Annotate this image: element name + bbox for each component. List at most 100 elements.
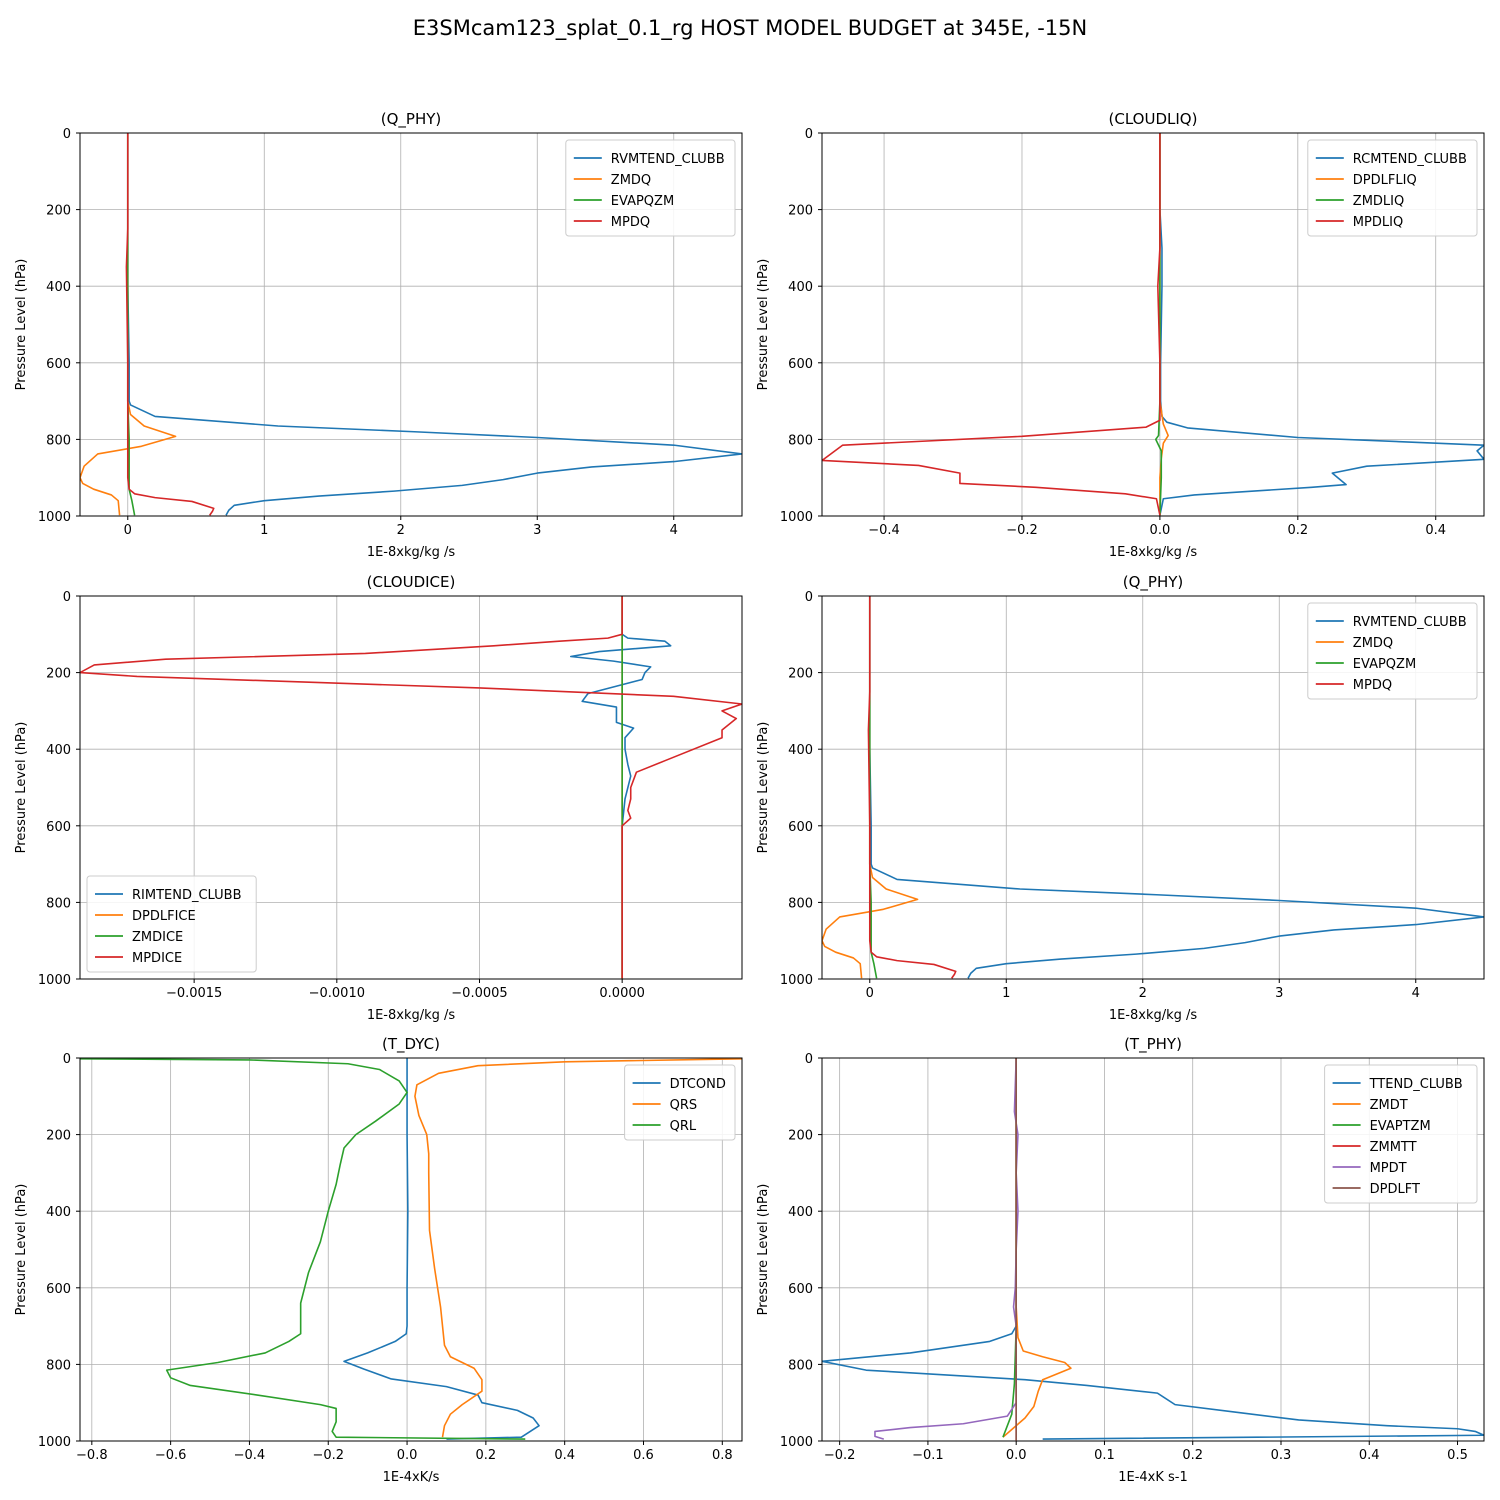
x-tick-label: 0.1 xyxy=(1094,1448,1115,1463)
axes-frame xyxy=(821,1057,1485,1442)
y-tick-label: 1000 xyxy=(780,973,813,988)
legend-label: MPDT xyxy=(1370,1161,1407,1176)
x-tick-label: −0.8 xyxy=(76,1448,108,1463)
y-tick-label: 800 xyxy=(788,896,813,911)
x-axis-label: 1E-8xkg/kg /s xyxy=(367,1008,456,1023)
x-axis-label: 1E-8xkg/kg /s xyxy=(1109,1008,1198,1023)
series-line-rvmtend_clubb xyxy=(126,133,742,516)
x-tick-label: 0.0000 xyxy=(599,986,645,1001)
y-tick-label: 400 xyxy=(46,280,71,295)
y-tick-label: 200 xyxy=(788,1129,813,1144)
y-tick-label: 600 xyxy=(788,1282,813,1297)
y-tick-label: 1000 xyxy=(38,1435,71,1450)
x-tick-label: −0.0005 xyxy=(451,986,507,1001)
axes-frame xyxy=(79,1057,743,1442)
series-line-rvmtend_clubb xyxy=(868,596,1484,979)
axes-frame xyxy=(821,132,1485,517)
y-tick-label: 400 xyxy=(788,280,813,295)
y-tick-label: 400 xyxy=(46,743,71,758)
legend-label: ZMDLIQ xyxy=(1353,194,1404,209)
x-tick-label: 4 xyxy=(670,523,678,538)
x-tick-label: 3 xyxy=(1275,986,1283,1001)
x-tick-label: −0.1 xyxy=(912,1448,944,1463)
x-axis-label: 1E-8xkg/kg /s xyxy=(1109,545,1198,560)
legend: RVMTEND_CLUBB ZMDQ EVAPQZM MPDQ xyxy=(565,139,736,237)
x-tick-label: −0.2 xyxy=(824,1448,856,1463)
x-tick-label: −0.0015 xyxy=(166,986,222,1001)
y-tick-label: 1000 xyxy=(38,510,71,525)
legend-label: TTEND_CLUBB xyxy=(1369,1077,1463,1092)
legend-label: QRS xyxy=(670,1098,698,1113)
legend: RCMTEND_CLUBB DPDLFLIQ ZMDLIQ MPDLIQ xyxy=(1307,139,1478,237)
series-line-mpdq xyxy=(867,596,957,979)
legend-box xyxy=(565,139,736,237)
legend-label: QRL xyxy=(670,1119,697,1134)
axes-frame xyxy=(79,595,743,980)
y-tick-label: 400 xyxy=(788,743,813,758)
subplot-6: −0.2 −0.1 0.0 0.1 0.2 0.3 0.4 0.5 0 200 400 600 800 1… xyxy=(756,1035,1485,1485)
x-axis-label: 1E-4xK/s xyxy=(383,1470,440,1485)
x-tick-label: 0 xyxy=(866,986,874,1001)
y-tick-label: 600 xyxy=(46,357,71,372)
y-axis-label: Pressure Level (hPa) xyxy=(756,1184,771,1316)
legend-label: ZMDQ xyxy=(1353,636,1393,651)
series-line-ttend_clubb xyxy=(822,1058,1484,1440)
legend-label: DPDLFICE xyxy=(132,909,196,924)
legend-label: ZMDT xyxy=(1370,1098,1408,1113)
x-tick-label: −0.6 xyxy=(155,1448,187,1463)
y-tick-label: 600 xyxy=(788,820,813,835)
x-tick-label: 0.0 xyxy=(1006,1448,1027,1463)
subplot-title: (CLOUDLIQ) xyxy=(1109,110,1198,128)
x-tick-label: 0.4 xyxy=(554,1448,575,1463)
x-tick-label: −0.4 xyxy=(868,523,900,538)
legend-label: MPDICE xyxy=(132,951,182,966)
y-tick-label: 800 xyxy=(46,433,71,448)
x-axis-label: 1E-4xK s-1 xyxy=(1118,1470,1188,1485)
legend-label: RCMTEND_CLUBB xyxy=(1353,152,1467,167)
y-tick-label: 0 xyxy=(63,590,71,605)
y-tick-label: 600 xyxy=(46,1282,71,1297)
y-tick-label: 400 xyxy=(46,1205,71,1220)
series-line-mpdice xyxy=(80,596,742,979)
legend: RIMTEND_CLUBB DPDLFICE ZMDICE MPDICE xyxy=(86,875,257,973)
series-line-dtcond xyxy=(343,1058,540,1440)
axes-frame xyxy=(79,132,743,517)
x-axis-label: 1E-8xkg/kg /s xyxy=(367,545,456,560)
y-tick-label: 200 xyxy=(788,204,813,219)
legend: TTEND_CLUBB ZMDT EVAPTZM ZMMTT MPDT DPDLFT xyxy=(1324,1064,1478,1204)
series-line-mpdliq xyxy=(822,133,1161,516)
x-tick-label: 0.0 xyxy=(1150,523,1171,538)
legend-label: ZMDQ xyxy=(611,173,651,188)
x-tick-label: 0.3 xyxy=(1271,1448,1292,1463)
y-tick-label: 800 xyxy=(46,896,71,911)
x-tick-label: −0.2 xyxy=(1006,523,1038,538)
y-tick-label: 200 xyxy=(46,1129,71,1144)
y-tick-label: 800 xyxy=(788,1358,813,1373)
y-tick-label: 0 xyxy=(63,1052,71,1067)
legend-label: EVAPQZM xyxy=(611,194,674,209)
x-tick-label: 0.4 xyxy=(1359,1448,1380,1463)
axes-frame xyxy=(821,595,1485,980)
y-tick-label: 800 xyxy=(788,433,813,448)
series-line-qrl xyxy=(80,1058,526,1440)
legend-label: DTCOND xyxy=(670,1077,726,1092)
y-tick-label: 200 xyxy=(788,667,813,682)
x-tick-label: 0.4 xyxy=(1425,523,1446,538)
x-tick-label: 0.0 xyxy=(397,1448,418,1463)
y-tick-label: 1000 xyxy=(38,973,71,988)
series-line-qrs xyxy=(414,1058,742,1438)
y-axis-label: Pressure Level (hPa) xyxy=(14,722,29,854)
y-axis-label: Pressure Level (hPa) xyxy=(756,259,771,391)
subplot-4: 0 1 2 3 4 0 200 400 600 800 1000 (Q_PHY) 1E-8xkg/kg … xyxy=(756,573,1485,1023)
legend-label: MPDQ xyxy=(611,215,650,230)
x-tick-label: 2 xyxy=(397,523,405,538)
legend-box xyxy=(1307,602,1478,700)
legend-label: ZMDICE xyxy=(132,930,183,945)
y-tick-label: 600 xyxy=(46,820,71,835)
x-tick-label: 4 xyxy=(1412,986,1420,1001)
series-line-mpdq xyxy=(125,133,215,516)
x-tick-label: 1 xyxy=(1002,986,1010,1001)
legend-box xyxy=(86,875,257,973)
y-axis-label: Pressure Level (hPa) xyxy=(756,722,771,854)
